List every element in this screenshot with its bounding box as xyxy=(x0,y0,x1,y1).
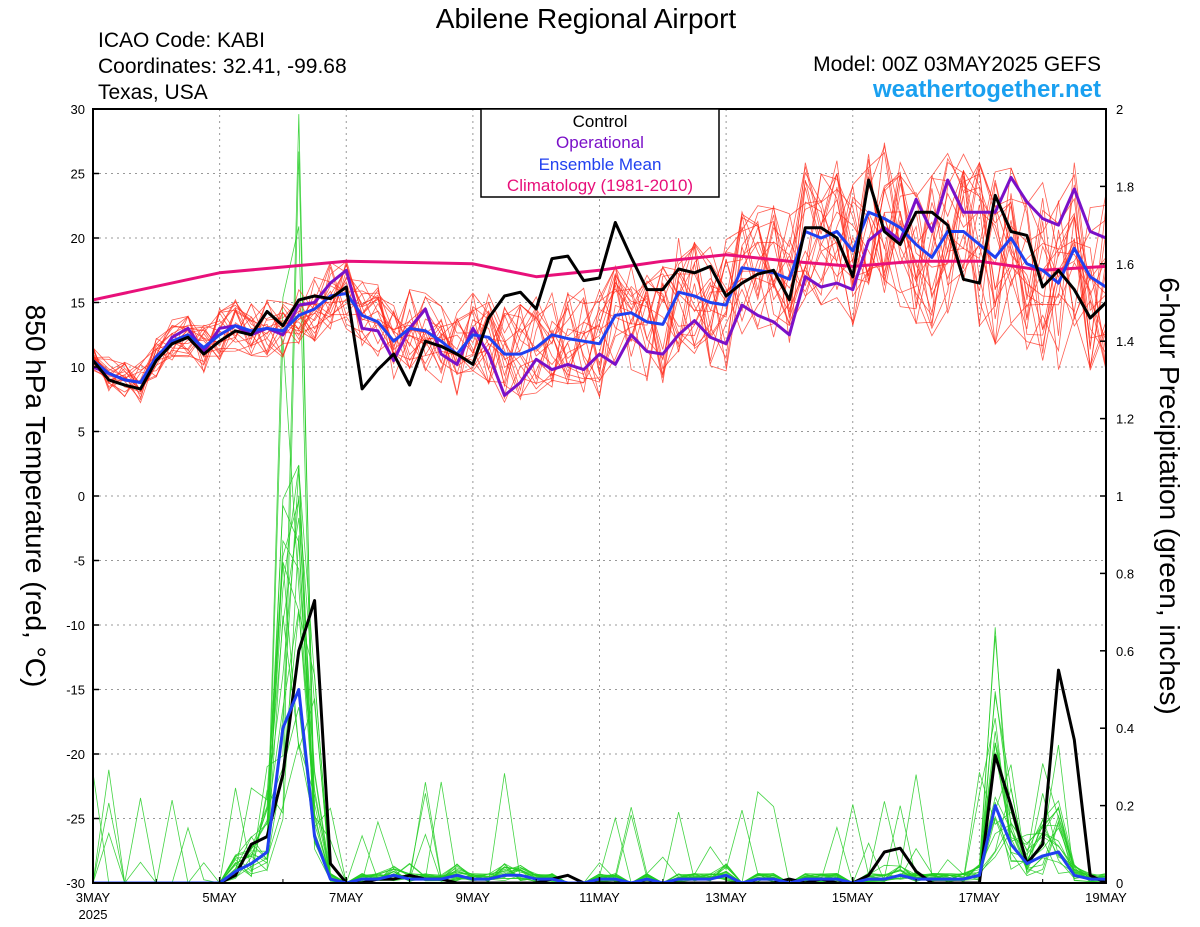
precip-member-line xyxy=(93,562,1106,883)
precip-member-line xyxy=(93,495,1106,883)
temperature-member-line xyxy=(93,151,1106,401)
y-tick-label: -25 xyxy=(66,812,85,827)
control-precip-line xyxy=(93,599,1106,883)
y2-tick-label: 0.4 xyxy=(1116,721,1134,736)
y-tick-label: -10 xyxy=(66,618,85,633)
y-tick-label: 10 xyxy=(71,360,85,375)
temperature-member-line xyxy=(93,188,1106,396)
y2-tick-label: 1.2 xyxy=(1116,412,1134,427)
temperature-member-line xyxy=(93,142,1106,398)
x-tick-label: 15MAY xyxy=(832,890,874,905)
x-tick-year: 2025 xyxy=(79,907,108,922)
ensemble-mean-temp-line xyxy=(93,210,1106,384)
main-series-lines xyxy=(93,175,1106,883)
location: Texas, USA xyxy=(98,81,208,104)
y-axis-title-left: 850 hPa Temperature (red, °C) xyxy=(20,305,51,688)
legend-box xyxy=(480,108,720,198)
precip-member-line xyxy=(93,612,1106,883)
site-link[interactable]: weathertogether.net xyxy=(872,76,1101,103)
y2-tick-label: 0 xyxy=(1116,876,1123,891)
ensemble-mean-precip-line xyxy=(93,688,1106,883)
x-tick-label: 3MAY xyxy=(76,890,111,905)
legend-control: Control xyxy=(573,112,628,131)
temperature-member-line xyxy=(93,167,1106,404)
legend-ensemble-mean: Ensemble Mean xyxy=(539,155,662,174)
y-tick-label: 5 xyxy=(78,425,85,440)
y-tick-label: -20 xyxy=(66,747,85,762)
y2-tick-label: 0.8 xyxy=(1116,566,1134,581)
y2-tick-label: 0.6 xyxy=(1116,644,1134,659)
precip-member-line xyxy=(93,500,1106,883)
coordinates: Coordinates: 32.41, -99.68 xyxy=(98,55,347,78)
precip-member-line xyxy=(93,539,1106,883)
precip-member-line xyxy=(93,615,1106,883)
legend-climatology: Climatology (1981-2010) xyxy=(507,176,693,195)
x-tick-label: 7MAY xyxy=(329,890,364,905)
y-axis-title-right: 6-hour Precipitation (green, inches) xyxy=(1154,277,1185,714)
y2-tick-label: 0.2 xyxy=(1116,799,1134,814)
x-tick-label: 13MAY xyxy=(705,890,747,905)
precip-member-line xyxy=(93,338,1106,883)
temperature-member-line xyxy=(93,160,1106,395)
chart-title: Abilene Regional Airport xyxy=(436,3,737,34)
y-tick-label: -15 xyxy=(66,683,85,698)
y-tick-label: -5 xyxy=(73,554,85,569)
precip-member-line xyxy=(93,464,1106,883)
x-tick-label: 5MAY xyxy=(202,890,237,905)
x-tick-label: 19MAY xyxy=(1085,890,1127,905)
y-tick-label: 30 xyxy=(71,102,85,117)
y-tick-label: 0 xyxy=(78,489,85,504)
icao-code: ICAO Code: KABI xyxy=(98,29,265,52)
precip-member-line xyxy=(93,465,1106,883)
y2-tick-label: 1 xyxy=(1116,489,1123,504)
y-tick-label: 15 xyxy=(71,296,85,311)
y2-tick-label: 1.8 xyxy=(1116,179,1134,194)
precip-member-line xyxy=(93,535,1106,883)
legend: Control Operational Ensemble Mean Climat… xyxy=(480,108,720,198)
y-tick-label: -30 xyxy=(66,876,85,891)
y-tick-label: 25 xyxy=(71,167,85,182)
x-tick-label: 17MAY xyxy=(959,890,1001,905)
x-tick-label: 11MAY xyxy=(579,890,620,905)
y2-tick-label: 2 xyxy=(1116,102,1123,117)
temperature-member-line xyxy=(93,167,1106,393)
precip-member-line xyxy=(93,505,1106,883)
control-temp-line xyxy=(93,178,1106,391)
model-run: Model: 00Z 03MAY2025 GEFS xyxy=(813,53,1101,76)
y-tick-label: 20 xyxy=(71,231,85,246)
y2-tick-label: 1.4 xyxy=(1116,334,1134,349)
x-tick-label: 9MAY xyxy=(456,890,491,905)
climatology-line xyxy=(93,253,1106,302)
precip-member-line xyxy=(93,561,1106,883)
precip-member-line xyxy=(93,517,1106,883)
y2-tick-label: 1.6 xyxy=(1116,257,1134,272)
legend-operational: Operational xyxy=(556,133,644,152)
axis-ticks: 302520151050-5-10-15-20-25-3021.81.61.41… xyxy=(66,102,1134,922)
precip-member-line xyxy=(93,469,1106,883)
